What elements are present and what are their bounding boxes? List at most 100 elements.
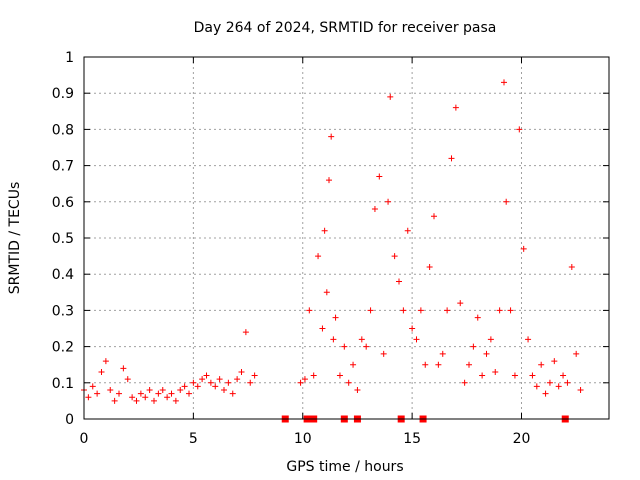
data-point bbox=[120, 365, 127, 372]
axis-ticks: 00.10.20.30.40.50.60.70.80.910 5 10 15 20 bbox=[52, 50, 609, 447]
data-point bbox=[225, 379, 232, 386]
data-point bbox=[396, 278, 402, 285]
data-point bbox=[435, 361, 442, 368]
x-tick-label: 10 bbox=[294, 431, 312, 447]
data-point bbox=[404, 227, 411, 234]
data-point bbox=[203, 372, 210, 379]
data-point bbox=[229, 390, 236, 397]
data-point bbox=[216, 376, 223, 383]
data-point bbox=[190, 379, 197, 386]
data-point bbox=[380, 350, 387, 357]
data-point bbox=[479, 372, 486, 379]
x-axis-label: GPS time / hours bbox=[286, 459, 403, 475]
x-tick-label: 0 bbox=[80, 431, 89, 447]
data-point bbox=[181, 383, 188, 390]
data-point bbox=[168, 390, 175, 397]
data-point bbox=[503, 198, 510, 205]
data-point bbox=[151, 397, 157, 404]
x-tick-label: 20 bbox=[513, 431, 531, 447]
data-point bbox=[332, 314, 339, 321]
data-point bbox=[247, 379, 254, 386]
data-point bbox=[466, 361, 472, 368]
data-point bbox=[560, 372, 567, 379]
data-point bbox=[577, 387, 584, 394]
data-point bbox=[133, 397, 140, 404]
data-point bbox=[251, 372, 258, 379]
data-point bbox=[242, 329, 249, 336]
x-tick-label: 15 bbox=[403, 431, 421, 447]
data-point bbox=[426, 263, 433, 270]
data-point bbox=[155, 390, 162, 397]
data-point bbox=[496, 307, 503, 314]
data-point bbox=[94, 390, 101, 397]
data-point bbox=[371, 206, 378, 213]
data-point bbox=[431, 213, 437, 220]
data-point bbox=[186, 390, 192, 397]
data-point bbox=[301, 376, 308, 383]
data-point bbox=[470, 343, 477, 350]
data-point bbox=[367, 307, 374, 314]
data-point bbox=[573, 350, 580, 357]
data-point bbox=[310, 372, 317, 379]
data-point bbox=[319, 325, 326, 332]
data-point bbox=[336, 372, 343, 379]
data-point bbox=[529, 372, 536, 379]
grid-lines bbox=[84, 57, 609, 419]
data-point bbox=[116, 390, 122, 397]
data-point bbox=[385, 198, 392, 205]
data-point bbox=[501, 79, 507, 86]
data-point bbox=[341, 343, 348, 350]
data-point bbox=[321, 227, 328, 234]
data-point bbox=[511, 372, 518, 379]
data-point bbox=[345, 379, 352, 386]
data-point bbox=[306, 307, 313, 314]
data-point bbox=[142, 394, 149, 401]
data-point bbox=[439, 350, 446, 357]
x-tick-label: 5 bbox=[189, 431, 198, 447]
data-point bbox=[409, 325, 416, 332]
y-tick-label: 0.7 bbox=[52, 159, 74, 175]
data-point bbox=[107, 387, 114, 394]
data-point bbox=[98, 368, 105, 375]
data-point bbox=[102, 358, 109, 365]
data-point bbox=[194, 383, 201, 390]
data-point bbox=[350, 361, 357, 368]
y-tick-label: 0 bbox=[65, 412, 74, 428]
y-tick-label: 0.1 bbox=[52, 376, 74, 392]
data-point bbox=[487, 336, 494, 343]
data-point bbox=[85, 394, 92, 401]
data-point bbox=[538, 361, 545, 368]
plot-frame bbox=[83, 56, 610, 420]
data-point bbox=[238, 368, 245, 375]
data-point bbox=[146, 387, 153, 394]
data-point bbox=[417, 307, 424, 314]
data-point bbox=[391, 253, 398, 260]
data-point bbox=[525, 336, 532, 343]
data-point bbox=[330, 336, 337, 343]
data-point bbox=[354, 387, 361, 394]
data-point bbox=[129, 394, 136, 401]
data-point bbox=[111, 397, 118, 404]
data-point bbox=[452, 104, 459, 111]
y-tick-label: 1 bbox=[65, 50, 74, 66]
data-point bbox=[297, 379, 304, 386]
y-tick-label: 0.6 bbox=[52, 195, 74, 211]
data-point bbox=[448, 155, 455, 162]
data-point bbox=[444, 307, 451, 314]
data-point bbox=[323, 289, 330, 296]
y-tick-label: 0.8 bbox=[52, 122, 74, 138]
data-marks bbox=[81, 79, 584, 423]
data-point bbox=[564, 379, 571, 386]
y-tick-label: 0.9 bbox=[52, 86, 74, 102]
data-point bbox=[551, 358, 558, 365]
data-point bbox=[474, 314, 481, 321]
y-tick-label: 0.5 bbox=[52, 231, 74, 247]
data-point bbox=[326, 177, 332, 184]
y-axis-label: SRMTID / TECUs bbox=[7, 182, 23, 295]
data-point bbox=[124, 376, 131, 383]
y-tick-label: 0.3 bbox=[52, 303, 74, 319]
data-point bbox=[461, 379, 468, 386]
data-point bbox=[89, 383, 96, 390]
data-point bbox=[516, 126, 523, 133]
